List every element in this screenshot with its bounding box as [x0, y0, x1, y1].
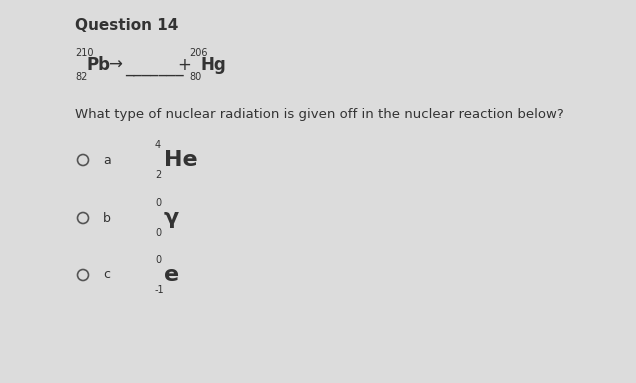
Text: _______: _______	[125, 58, 184, 76]
Text: +: +	[177, 56, 191, 74]
Text: He: He	[164, 150, 198, 170]
Text: 2: 2	[155, 170, 162, 180]
Text: 210: 210	[75, 48, 93, 58]
Text: 206: 206	[189, 48, 207, 58]
Text: 82: 82	[75, 72, 87, 82]
Text: c: c	[103, 268, 110, 282]
Text: b: b	[103, 211, 111, 224]
Text: 0: 0	[155, 255, 161, 265]
Text: 0: 0	[155, 228, 161, 238]
Text: Hg: Hg	[201, 56, 227, 74]
Text: e: e	[164, 265, 179, 285]
Text: Pb: Pb	[86, 56, 110, 74]
Text: Question 14: Question 14	[75, 18, 178, 33]
Text: γ: γ	[164, 208, 179, 228]
Text: What type of nuclear radiation is given off in the nuclear reaction below?: What type of nuclear radiation is given …	[75, 108, 563, 121]
Text: 4: 4	[155, 140, 161, 150]
Text: 0: 0	[155, 198, 161, 208]
Text: 80: 80	[189, 72, 201, 82]
Text: -1: -1	[155, 285, 165, 295]
Text: →: →	[108, 56, 122, 74]
Text: a: a	[103, 154, 111, 167]
